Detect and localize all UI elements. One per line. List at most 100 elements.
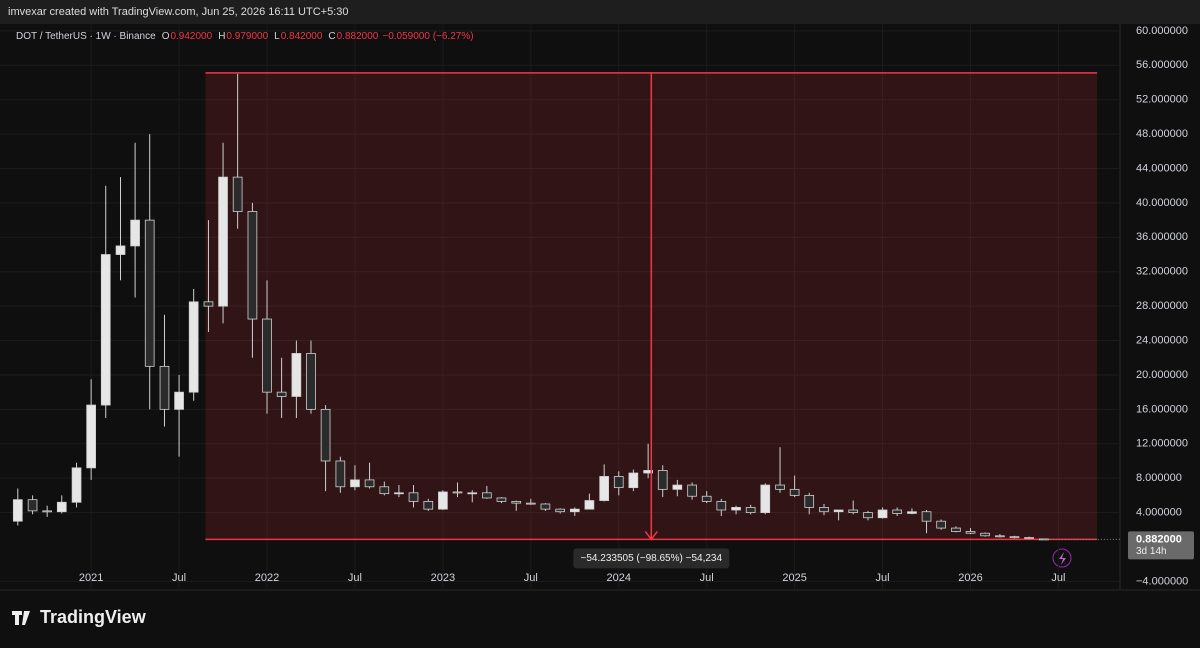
candle-body: [701, 495, 712, 502]
legend-part: 0.842000: [281, 31, 323, 42]
candle-body: [819, 507, 829, 513]
candle-body: [394, 492, 404, 495]
candle-body: [232, 176, 243, 212]
measure-arrowhead: [644, 530, 658, 541]
candle-body: [335, 460, 346, 488]
candle-body: [262, 318, 272, 393]
alert-icon: [1052, 548, 1072, 568]
candle-body: [218, 176, 228, 307]
y-tick-label: 48.000000: [1136, 128, 1188, 140]
candle-body: [438, 491, 448, 510]
legend-part: L: [274, 31, 280, 42]
candle-body: [965, 531, 976, 534]
candle-body: [848, 509, 859, 513]
candle-body: [423, 501, 434, 510]
candle-body: [672, 484, 683, 490]
measure-label-box: [573, 548, 730, 569]
candle-body: [320, 408, 331, 462]
footer-logo: TradingView: [40, 607, 147, 627]
candle-body: [775, 484, 785, 490]
candle-body: [452, 491, 463, 494]
x-tick-label: Jul: [524, 572, 538, 584]
candle-body: [511, 501, 522, 504]
x-tick-label: Jul: [172, 572, 186, 584]
candle-body: [833, 509, 844, 513]
y-tick-label: 56.000000: [1136, 59, 1188, 71]
candle-body: [482, 492, 492, 499]
x-tick-label: Jul: [876, 572, 890, 584]
candle-body: [687, 484, 697, 497]
candle-body: [56, 501, 67, 513]
y-tick-label: 24.000000: [1136, 334, 1188, 346]
candle-body: [12, 499, 23, 522]
candle-body: [291, 353, 302, 397]
y-tick-label: 36.000000: [1136, 231, 1188, 243]
last-price-label: 0.882000: [1136, 533, 1182, 545]
candle-body: [936, 520, 946, 529]
candle-body: [350, 479, 360, 488]
candle-body: [555, 508, 566, 513]
y-tick-label: 32.000000: [1136, 266, 1188, 278]
candle-body: [27, 499, 38, 512]
candle-body: [174, 391, 184, 410]
candle-body: [1024, 537, 1034, 539]
candle-body: [247, 211, 258, 320]
candle-body: [995, 535, 1005, 538]
candle-body: [613, 476, 624, 489]
countdown: 3d 14h: [1136, 546, 1167, 557]
legend-part: 0.979000: [226, 31, 268, 42]
candle-body: [364, 479, 375, 488]
candle-body: [188, 301, 199, 393]
candle-body: [276, 391, 287, 397]
y-tick-label: 44.000000: [1136, 162, 1188, 174]
candle-body: [525, 502, 536, 505]
last-price-box: [1128, 531, 1194, 560]
candle-body: [745, 507, 756, 513]
candle-body: [496, 497, 507, 502]
y-tick-label: 52.000000: [1136, 94, 1188, 106]
x-tick-label: 2022: [255, 572, 279, 584]
y-tick-label: 28.000000: [1136, 300, 1188, 312]
candle-body: [540, 503, 551, 510]
candle-body: [467, 492, 478, 495]
legend-part: 0.882000: [337, 31, 379, 42]
measure-label: −54.233505 (−98.65%) −54,234: [581, 553, 723, 564]
candle-body: [203, 301, 214, 307]
candle-body: [789, 488, 800, 496]
legend-part: C: [328, 31, 335, 42]
x-tick-label: 2021: [79, 572, 103, 584]
y-tick-label: 40.000000: [1136, 197, 1188, 209]
x-tick-label: 2024: [607, 572, 631, 584]
candle-body: [907, 511, 917, 514]
candle-body: [569, 508, 580, 513]
candle-body: [760, 484, 771, 513]
x-tick-label: Jul: [348, 572, 362, 584]
candle-body: [130, 219, 140, 247]
logo: [12, 611, 30, 625]
x-tick-label: 2026: [958, 572, 982, 584]
alert-icon-bolt: [1059, 552, 1066, 565]
x-tick-label: Jul: [1051, 572, 1065, 584]
candle-body: [599, 476, 609, 501]
candle-body: [379, 486, 390, 495]
y-tick-label: −4.000000: [1136, 575, 1188, 587]
legend-part: H: [218, 31, 225, 42]
candle-body: [877, 509, 888, 519]
legend-part: 0.942000: [170, 31, 212, 42]
candle-body: [892, 509, 903, 514]
candle-body: [863, 512, 873, 519]
candle-body: [86, 404, 96, 469]
candle-body: [115, 245, 126, 255]
candle-body: [951, 527, 961, 532]
candle-body: [42, 510, 53, 513]
y-tick-label: 8.000000: [1136, 472, 1182, 484]
candle-body: [804, 494, 815, 508]
y-tick-label: 4.000000: [1136, 506, 1182, 518]
candle-body: [1009, 536, 1020, 539]
y-tick-label: 12.000000: [1136, 438, 1188, 450]
credit: imvexar created with TradingView.com, Ju…: [8, 6, 348, 18]
top-bar: [0, 0, 1200, 24]
candle-body: [584, 500, 595, 510]
